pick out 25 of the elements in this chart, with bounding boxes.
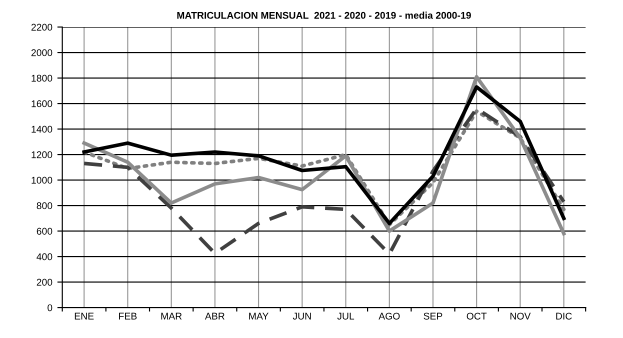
y-tick-label: 400 bbox=[36, 253, 52, 260]
x-tick-label: DIC bbox=[556, 312, 572, 320]
x-tick-label: JUL bbox=[337, 312, 354, 320]
x-tick-label: OCT bbox=[466, 312, 487, 320]
y-tick-label: 1400 bbox=[32, 126, 52, 133]
y-tick-label: 1800 bbox=[32, 74, 52, 82]
x-tick-label: NOV bbox=[510, 312, 531, 320]
y-tick-label: 600 bbox=[36, 228, 52, 235]
y-tick-label: 200 bbox=[36, 278, 52, 286]
x-tick-label: MAY bbox=[249, 312, 269, 320]
y-tick-label: 1200 bbox=[32, 151, 52, 158]
x-tick-label: JUN bbox=[292, 312, 311, 320]
y-tick-label: 1600 bbox=[32, 100, 52, 108]
y-tick-label: 1000 bbox=[32, 176, 52, 184]
x-tick-label: FEB bbox=[119, 312, 137, 320]
y-tick-label: 0 bbox=[48, 304, 52, 312]
y-tick-label: 2000 bbox=[31, 49, 52, 56]
x-tick-label: MAR bbox=[161, 312, 182, 320]
chart-title: MATRICULACION MENSUAL 2021 - 2020 - 2019 - media 2000-19 bbox=[177, 12, 471, 19]
y-tick-label: 800 bbox=[36, 202, 52, 210]
x-tick-label: ENE bbox=[74, 312, 94, 320]
x-tick-label: AGO bbox=[378, 312, 400, 320]
x-tick-label: SEP bbox=[424, 312, 442, 320]
x-tick-label: ABR bbox=[204, 312, 224, 320]
y-tick-label: 2200 bbox=[31, 24, 52, 31]
